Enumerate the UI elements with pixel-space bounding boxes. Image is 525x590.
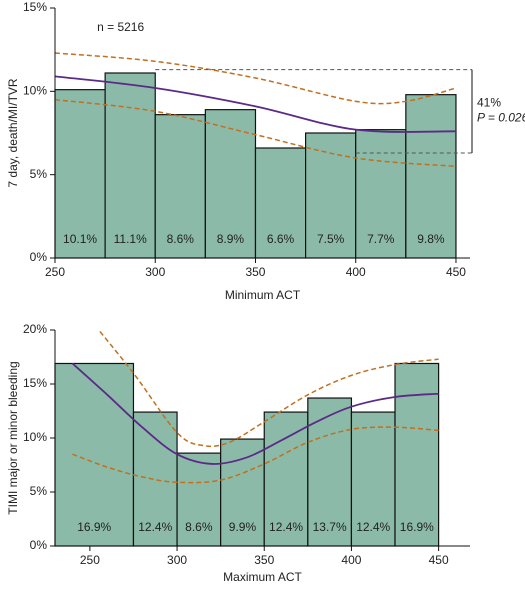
x-tick-label: 300 xyxy=(167,553,187,567)
value-label: 6.6% xyxy=(267,232,295,246)
annotation: n = 5216 xyxy=(97,20,144,34)
y-tick-label: 10% xyxy=(23,84,47,98)
x-tick-label: 400 xyxy=(346,265,366,279)
value-label: 8.6% xyxy=(167,232,195,246)
value-label: 11.1% xyxy=(114,232,147,246)
y-tick-label: 20% xyxy=(23,322,47,336)
y-axis-label: 7 day, death/MI/TVR xyxy=(6,78,20,187)
value-label: 16.9% xyxy=(400,520,434,534)
y-axis-label: TIMI major or minor bleeding xyxy=(6,361,20,514)
value-label: 10.1% xyxy=(63,232,97,246)
x-tick-label: 250 xyxy=(80,553,100,567)
x-axis-label: Maximum ACT xyxy=(223,570,302,584)
x-tick-label: 350 xyxy=(254,553,274,567)
value-label: 8.9% xyxy=(217,232,245,246)
fit-line xyxy=(71,362,439,465)
fit-line xyxy=(55,75,456,133)
value-label: 8.6% xyxy=(185,520,213,534)
bracket-p-label: P = 0.026 xyxy=(477,111,525,125)
bar xyxy=(154,114,206,259)
bar xyxy=(263,411,309,547)
y-tick-label: 15% xyxy=(23,0,47,14)
y-tick-label: 15% xyxy=(23,376,47,390)
confidence-band xyxy=(55,98,457,168)
x-tick-label: 400 xyxy=(341,553,361,567)
curves xyxy=(71,330,439,484)
x-tick-label: 250 xyxy=(45,265,65,279)
value-label: 13.7% xyxy=(313,520,347,534)
bar xyxy=(204,109,257,259)
y-tick-label: 5% xyxy=(30,167,48,181)
bar xyxy=(355,129,407,259)
bar xyxy=(220,438,265,547)
x-axis-label: Minimum ACT xyxy=(225,288,301,302)
bracket-label: 41% xyxy=(477,96,501,110)
y-tick-label: 10% xyxy=(23,430,47,444)
value-label: 9.9% xyxy=(229,520,257,534)
x-tick-label: 300 xyxy=(145,265,165,279)
bar xyxy=(104,72,156,259)
confidence-band xyxy=(55,52,457,105)
bar xyxy=(54,362,135,547)
y-tick-label: 0% xyxy=(30,250,48,264)
value-label: 12.4% xyxy=(138,520,172,534)
confidence-band xyxy=(72,426,439,484)
value-label: 7.7% xyxy=(367,232,395,246)
value-label: 12.4% xyxy=(356,520,390,534)
value-label: 7.5% xyxy=(317,232,345,246)
bar xyxy=(132,411,178,547)
y-tick-label: 0% xyxy=(30,538,48,552)
x-tick-label: 350 xyxy=(245,265,265,279)
curves xyxy=(55,52,457,168)
y-tick-label: 5% xyxy=(30,484,48,498)
bar xyxy=(394,362,440,547)
bar xyxy=(350,411,396,547)
bar xyxy=(54,89,106,259)
value-label: 9.8% xyxy=(417,232,445,246)
x-tick-label: 450 xyxy=(446,265,466,279)
value-label: 12.4% xyxy=(269,520,303,534)
confidence-band xyxy=(97,330,439,448)
value-label: 16.9% xyxy=(77,520,111,534)
x-tick-label: 450 xyxy=(429,553,449,567)
bar xyxy=(176,452,222,547)
